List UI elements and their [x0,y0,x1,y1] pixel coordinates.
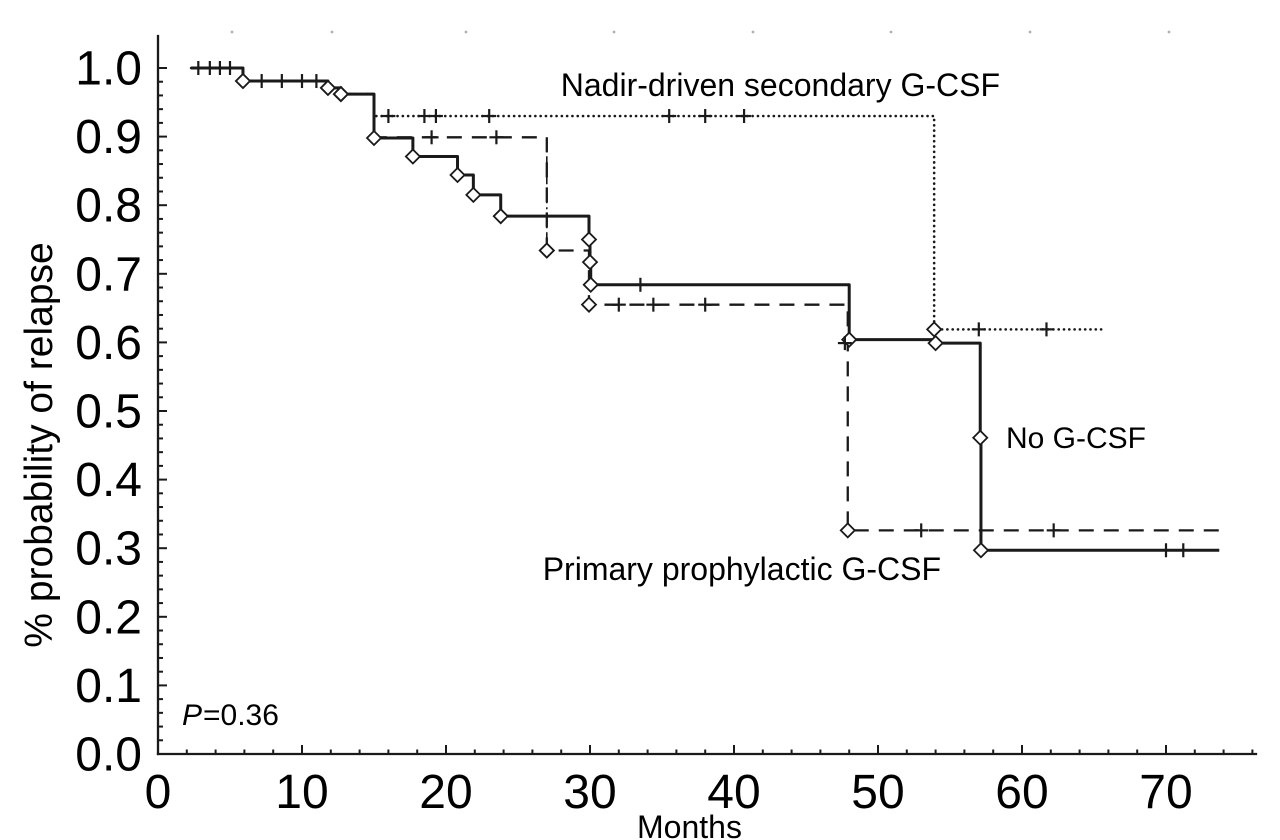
svg-text:0.0: 0.0 [75,729,142,782]
svg-text:Months: Months [637,809,742,840]
svg-text:0.3: 0.3 [75,523,142,576]
svg-text:No G-CSF: No G-CSF [1006,422,1146,455]
svg-text:0.7: 0.7 [75,248,142,301]
svg-text:0.2: 0.2 [75,591,142,644]
svg-text:0.5: 0.5 [75,386,142,439]
svg-text:% probability of relapse: % probability of relapse [18,242,61,647]
svg-text:0.4: 0.4 [75,454,142,507]
svg-text:50: 50 [851,766,904,819]
svg-text:0.6: 0.6 [75,317,142,370]
svg-text:70: 70 [1139,766,1192,819]
svg-text:0.1: 0.1 [75,660,142,713]
svg-text:0: 0 [145,766,172,819]
svg-text:30: 30 [563,766,616,819]
svg-text:1.0: 1.0 [75,43,142,96]
svg-text:Primary prophylactic G-CSF: Primary prophylactic G-CSF [543,551,941,587]
svg-text:10: 10 [275,766,328,819]
svg-text:0.8: 0.8 [75,180,142,233]
svg-text:0.9: 0.9 [75,111,142,164]
svg-text:60: 60 [995,766,1048,819]
svg-text:P: P [182,699,202,732]
svg-text:20: 20 [419,766,472,819]
svg-text:=0.36: =0.36 [203,699,279,732]
svg-text:Nadir-driven secondary G-CSF: Nadir-driven secondary G-CSF [561,67,1000,103]
